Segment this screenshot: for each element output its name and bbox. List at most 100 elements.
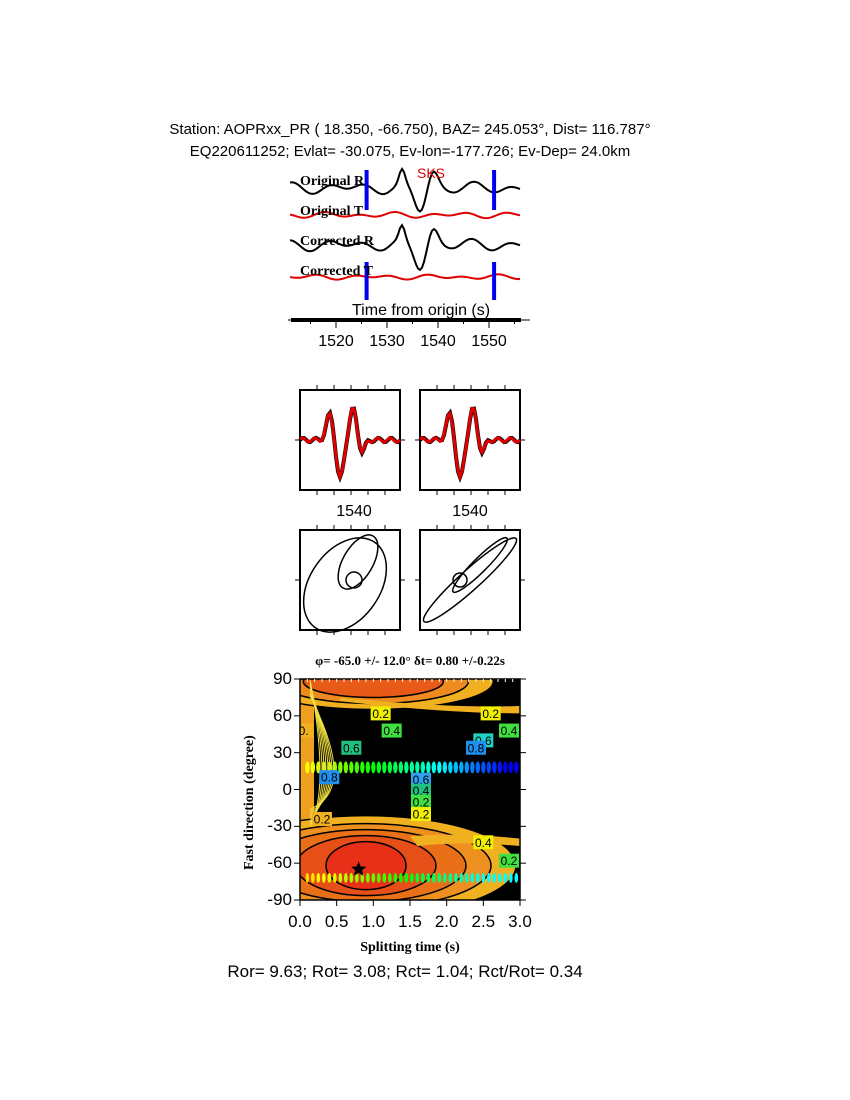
x-tick-label: 3.0 bbox=[508, 912, 532, 931]
contour-label-box bbox=[411, 772, 431, 787]
contour-label: 0.2 bbox=[372, 707, 389, 721]
contour-band bbox=[327, 872, 332, 883]
x-axis-label: Time from origin (s) bbox=[352, 302, 491, 319]
contour-band bbox=[448, 872, 453, 883]
contour-field: 0.20.20.40.40.60.60.80.80.60.40.20.20.20… bbox=[300, 679, 520, 900]
contour-band bbox=[486, 761, 492, 774]
contour-band bbox=[333, 872, 337, 883]
x-tick-label: 1.5 bbox=[398, 912, 422, 931]
contour-band bbox=[492, 872, 497, 883]
waveform-trace bbox=[289, 273, 521, 281]
trace-label: Original T bbox=[300, 204, 364, 219]
x-tick-label: 0.0 bbox=[288, 912, 312, 931]
contour-label: 0.2 bbox=[482, 707, 499, 721]
contour-band bbox=[343, 761, 349, 774]
x-axis-label: Splitting time (s) bbox=[360, 940, 460, 955]
contour-label-box bbox=[411, 783, 431, 798]
contour-band bbox=[322, 872, 326, 883]
header-line1: Station: AOPRxx_PR ( 18.350, -66.750), B… bbox=[169, 121, 651, 138]
contour-band bbox=[388, 872, 392, 883]
contour-label: 0.2 bbox=[413, 808, 430, 822]
contour-band bbox=[453, 761, 459, 774]
contour-band bbox=[503, 761, 508, 774]
contour-band bbox=[437, 761, 442, 774]
best-fit-star-icon bbox=[351, 861, 367, 876]
contour-fill bbox=[340, 697, 520, 714]
contour-label-box bbox=[312, 811, 332, 826]
contour-band bbox=[365, 761, 371, 774]
contour-band bbox=[475, 761, 481, 774]
x-tick-label: 2.0 bbox=[434, 912, 459, 931]
contour-band bbox=[399, 872, 403, 883]
contour-band bbox=[421, 872, 425, 883]
contour-label-box bbox=[473, 835, 494, 850]
contour-label-box bbox=[381, 723, 402, 738]
contour-band bbox=[487, 872, 491, 883]
x-tick-label: 1540 bbox=[420, 333, 456, 350]
x-tick-label: 1.0 bbox=[361, 912, 386, 931]
contour-band bbox=[387, 761, 393, 774]
contour-band bbox=[426, 761, 431, 774]
contour-label-box bbox=[319, 770, 340, 785]
contour-band bbox=[305, 872, 310, 883]
particle-motion-path bbox=[452, 572, 468, 588]
contour-band bbox=[349, 761, 354, 774]
contour-label-box bbox=[411, 807, 431, 822]
y-tick-label: -60 bbox=[267, 853, 292, 873]
contour-band bbox=[344, 872, 348, 883]
contour-band bbox=[398, 761, 404, 774]
contour-band bbox=[497, 761, 503, 774]
contour-label: 0.6 bbox=[343, 741, 360, 755]
contour-band bbox=[355, 872, 359, 883]
waveform-overlay bbox=[419, 406, 522, 482]
contour-band bbox=[437, 872, 442, 883]
contour-band bbox=[360, 761, 365, 774]
x-tick-label: 1540 bbox=[336, 503, 372, 520]
contour-label: 0.2 bbox=[501, 854, 518, 868]
particle-motion-path bbox=[337, 534, 379, 590]
contour-band bbox=[382, 761, 387, 774]
contour-band bbox=[432, 872, 436, 883]
contour-label: 0.4 bbox=[413, 784, 430, 798]
contour-band bbox=[371, 872, 376, 883]
contour-band bbox=[311, 872, 315, 883]
contour-band bbox=[442, 761, 448, 774]
contour-band bbox=[476, 872, 480, 883]
particle-motion-path bbox=[422, 537, 518, 623]
contour-band bbox=[431, 761, 437, 774]
contour-label-box bbox=[411, 794, 431, 809]
contour-label: 0.4 bbox=[501, 724, 518, 738]
contour-label-box bbox=[300, 723, 314, 738]
contour-band bbox=[481, 761, 486, 774]
contour-label-box bbox=[480, 706, 501, 721]
contour-band bbox=[508, 761, 514, 774]
x-tick-label: 1520 bbox=[318, 333, 354, 350]
contour-band bbox=[464, 761, 470, 774]
y-axis-label: Fast direction (degree) bbox=[242, 735, 257, 870]
contour-band bbox=[415, 872, 420, 883]
contour-label-box bbox=[499, 723, 519, 738]
particle-motion-path bbox=[302, 537, 388, 633]
contour-band bbox=[498, 872, 502, 883]
contour-band bbox=[470, 872, 475, 883]
contour-band bbox=[492, 761, 497, 774]
waveform-overlay bbox=[299, 406, 402, 482]
contour-band bbox=[366, 872, 370, 883]
x-tick-label: 1550 bbox=[471, 333, 507, 350]
contour-label: 0.2 bbox=[413, 795, 430, 809]
y-tick-label: 60 bbox=[273, 705, 292, 725]
contour-band bbox=[349, 872, 354, 883]
contour-fill bbox=[302, 679, 445, 699]
y-tick-label: 0 bbox=[282, 779, 292, 799]
contour-band bbox=[481, 872, 486, 883]
contour-band bbox=[376, 761, 382, 774]
contour-label-box bbox=[370, 706, 391, 721]
contour-label: 0.8 bbox=[321, 771, 338, 785]
contour-band bbox=[514, 872, 519, 883]
waveform-trace bbox=[289, 211, 521, 220]
waveform-trace bbox=[289, 167, 521, 213]
contour-band bbox=[305, 761, 310, 774]
contour-label: 0.4 bbox=[475, 836, 492, 850]
y-tick-label: -30 bbox=[267, 816, 292, 836]
